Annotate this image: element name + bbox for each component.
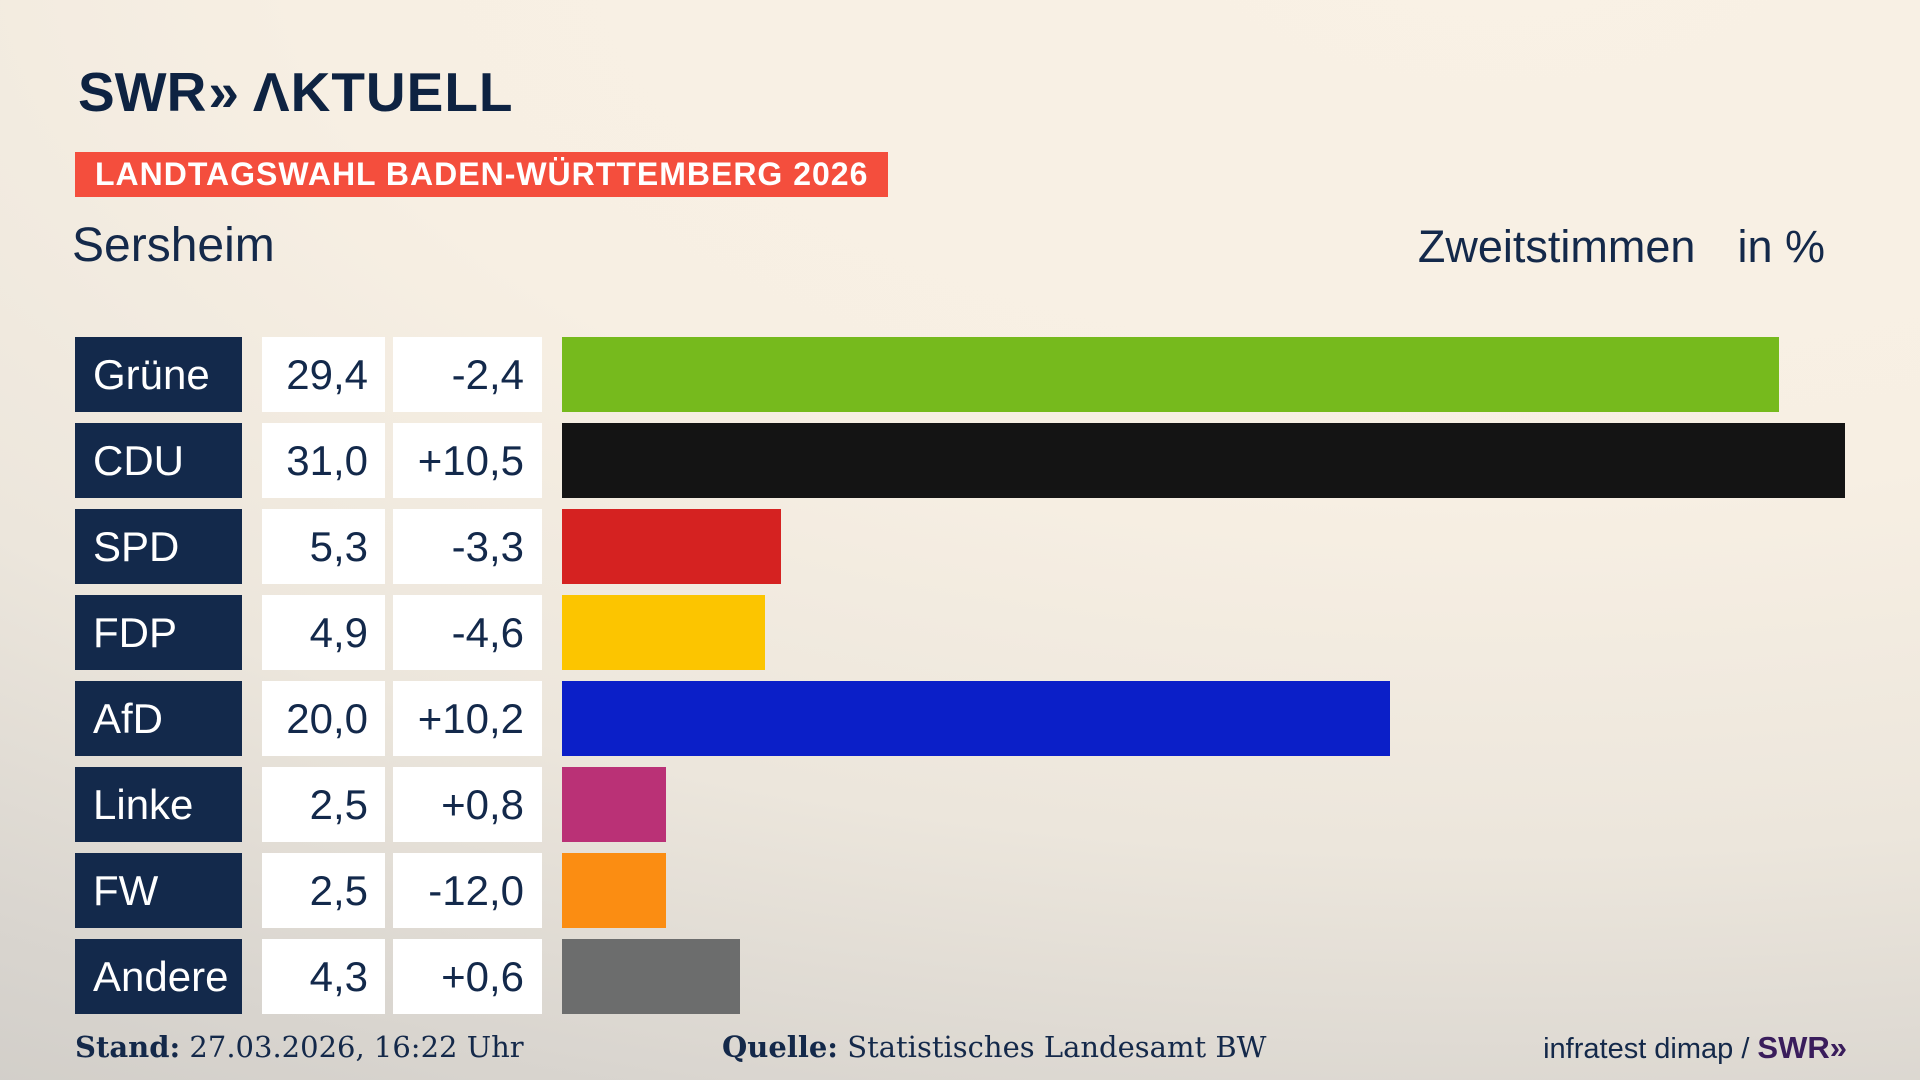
- party-bar: [562, 595, 765, 670]
- party-change: -2,4: [393, 337, 542, 412]
- party-label: Linke: [75, 767, 242, 842]
- party-change: -12,0: [393, 853, 542, 928]
- party-bar: [562, 509, 781, 584]
- party-bar: [562, 681, 1390, 756]
- quelle-value: Statistisches Landesamt BW: [847, 1030, 1267, 1064]
- stand-label: Stand:: [75, 1030, 181, 1064]
- party-value: 4,3: [262, 939, 385, 1014]
- election-badge: LANDTAGSWAHL BADEN-WÜRTTEMBERG 2026: [75, 152, 889, 197]
- bar-chart: Grüne 29,4 -2,4 CDU 31,0 +10,5 SPD 5,3 -3,3 FDP 4,…: [0, 337, 1920, 1025]
- party-value: 2,5: [262, 767, 385, 842]
- party-row: Andere 4,3 +0,6: [0, 939, 1920, 1014]
- stand-value: 27.03.2026, 16:22 Uhr: [189, 1030, 524, 1064]
- footer-source: Quelle: Statistisches Landesamt BW: [722, 1030, 1266, 1064]
- credit-text: infratest dimap /: [1543, 1033, 1750, 1065]
- party-value: 20,0: [262, 681, 385, 756]
- party-bar: [562, 767, 666, 842]
- party-label: SPD: [75, 509, 242, 584]
- party-change: -3,3: [393, 509, 542, 584]
- party-label: AfD: [75, 681, 242, 756]
- quelle-label: Quelle:: [722, 1030, 838, 1064]
- swr-aktuell-logo: SWR» ΛKTUELL: [78, 60, 514, 124]
- party-row: Grüne 29,4 -2,4: [0, 337, 1920, 412]
- party-value: 29,4: [262, 337, 385, 412]
- party-change: +10,5: [393, 423, 542, 498]
- party-change: -4,6: [393, 595, 542, 670]
- footer-credit: infratest dimap / SWR»: [1543, 1030, 1847, 1066]
- party-row: FDP 4,9 -4,6: [0, 595, 1920, 670]
- party-label: CDU: [75, 423, 242, 498]
- party-row: AfD 20,0 +10,2: [0, 681, 1920, 756]
- party-row: Linke 2,5 +0,8: [0, 767, 1920, 842]
- party-bar: [562, 853, 666, 928]
- footer-stand: Stand: 27.03.2026, 16:22 Uhr: [75, 1030, 524, 1064]
- party-row: SPD 5,3 -3,3: [0, 509, 1920, 584]
- party-row: FW 2,5 -12,0: [0, 853, 1920, 928]
- party-change: +10,2: [393, 681, 542, 756]
- party-bar: [562, 423, 1845, 498]
- chart-title: Zweitstimmen in %: [1418, 221, 1825, 273]
- chart-title-text: Zweitstimmen: [1417, 221, 1696, 272]
- swr-wordmark: SWR: [78, 61, 207, 123]
- party-bar: [562, 939, 740, 1014]
- party-label: Andere: [75, 939, 242, 1014]
- double-chevron-icon: »: [208, 61, 238, 123]
- party-label: FW: [75, 853, 242, 928]
- municipality-name: Sersheim: [72, 219, 275, 272]
- party-value: 2,5: [262, 853, 385, 928]
- party-label: FDP: [75, 595, 242, 670]
- party-bar: [562, 337, 1779, 412]
- party-value: 4,9: [262, 595, 385, 670]
- party-change: +0,8: [393, 767, 542, 842]
- party-change: +0,6: [393, 939, 542, 1014]
- swr-logo-small: SWR»: [1757, 1030, 1847, 1065]
- chart-unit-text: in %: [1737, 221, 1825, 272]
- party-label: Grüne: [75, 337, 242, 412]
- party-value: 31,0: [262, 423, 385, 498]
- party-value: 5,3: [262, 509, 385, 584]
- party-row: CDU 31,0 +10,5: [0, 423, 1920, 498]
- aktuell-wordmark: ΛKTUELL: [252, 61, 514, 123]
